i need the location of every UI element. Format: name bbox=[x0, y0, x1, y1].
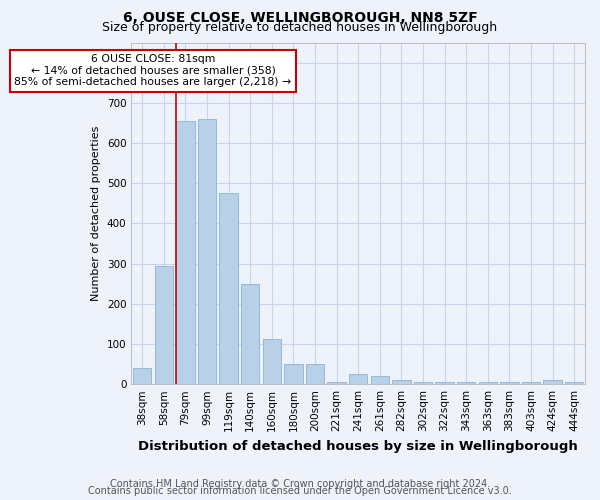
Text: 6 OUSE CLOSE: 81sqm
← 14% of detached houses are smaller (358)
85% of semi-detac: 6 OUSE CLOSE: 81sqm ← 14% of detached ho… bbox=[14, 54, 292, 87]
Bar bbox=[392, 380, 410, 384]
Bar bbox=[176, 121, 194, 384]
Bar bbox=[371, 376, 389, 384]
Text: Size of property relative to detached houses in Wellingborough: Size of property relative to detached ho… bbox=[103, 22, 497, 35]
Bar bbox=[133, 368, 151, 384]
Bar bbox=[220, 193, 238, 384]
Bar bbox=[457, 382, 475, 384]
Bar bbox=[263, 339, 281, 384]
Bar bbox=[500, 382, 518, 384]
Bar bbox=[349, 374, 367, 384]
Bar bbox=[284, 364, 302, 384]
Bar bbox=[306, 364, 324, 384]
Bar bbox=[565, 382, 583, 384]
Text: 6, OUSE CLOSE, WELLINGBOROUGH, NN8 5ZF: 6, OUSE CLOSE, WELLINGBOROUGH, NN8 5ZF bbox=[122, 11, 478, 25]
Bar bbox=[198, 119, 216, 384]
Bar bbox=[479, 382, 497, 384]
Bar bbox=[241, 284, 259, 384]
Text: Contains public sector information licensed under the Open Government Licence v3: Contains public sector information licen… bbox=[88, 486, 512, 496]
Text: Contains HM Land Registry data © Crown copyright and database right 2024.: Contains HM Land Registry data © Crown c… bbox=[110, 479, 490, 489]
Bar bbox=[436, 382, 454, 384]
Bar bbox=[414, 382, 432, 384]
Bar bbox=[522, 382, 540, 384]
Y-axis label: Number of detached properties: Number of detached properties bbox=[91, 126, 101, 301]
Bar bbox=[155, 266, 173, 384]
Bar bbox=[544, 380, 562, 384]
Bar bbox=[328, 382, 346, 384]
X-axis label: Distribution of detached houses by size in Wellingborough: Distribution of detached houses by size … bbox=[139, 440, 578, 452]
